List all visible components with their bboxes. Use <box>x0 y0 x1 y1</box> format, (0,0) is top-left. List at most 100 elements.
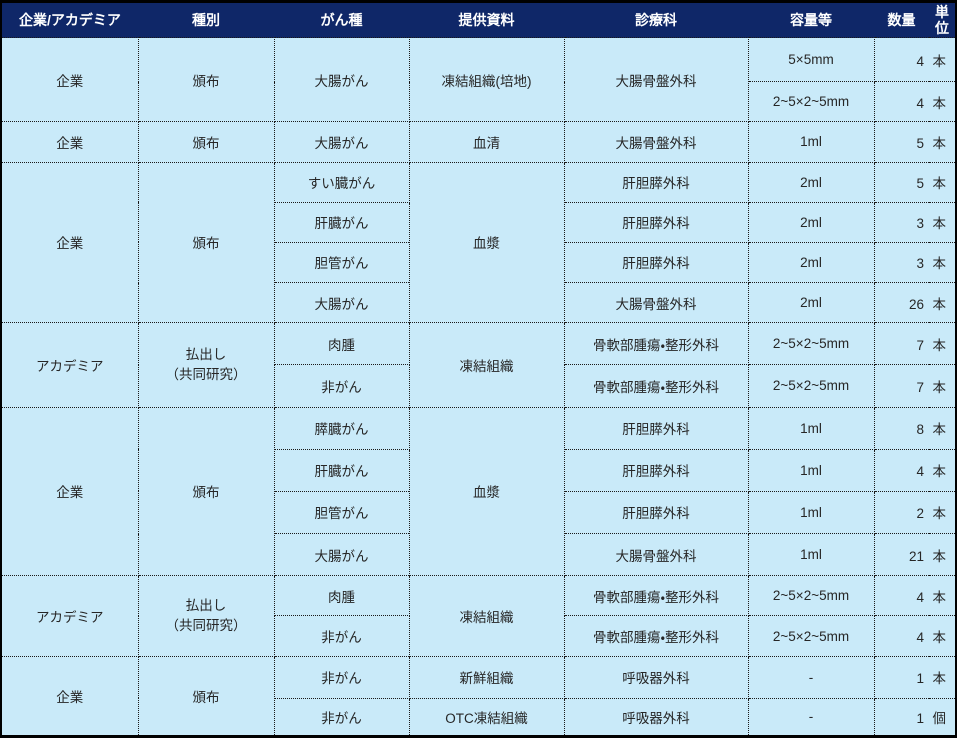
col-header-cancer: がん種 <box>274 1 409 38</box>
header-row: 企業/アカデミア 種別 がん種 提供資料 診療科 容量等 数量 単位 <box>1 1 956 38</box>
cell-department: 大腸骨盤外科 <box>563 36 749 123</box>
col-header-volume: 容量等 <box>748 1 874 38</box>
cell-quantity: 21 本 <box>873 533 957 577</box>
cell-department: 骨軟部腫瘍・整形外科 <box>563 615 749 657</box>
cell-type: 払出し （共同研究） <box>137 322 275 408</box>
cell-cancer-type: 非がん <box>273 697 410 738</box>
cell-org: アカデミア <box>0 575 139 657</box>
cell-department: 肝胆膵外科 <box>563 406 749 450</box>
cell-material: 新鮮組織 <box>408 655 565 699</box>
unit-label: 本 <box>932 506 947 522</box>
unit-label: 本 <box>932 337 947 353</box>
unit-label: 本 <box>932 589 947 605</box>
table-header: 企業/アカデミア 種別 がん種 提供資料 診療科 容量等 数量 単位 <box>1 1 956 38</box>
cell-material: 凍結組織 <box>408 575 565 657</box>
cell-org: 企業 <box>0 655 139 738</box>
cell-cancer-type: 胆管がん <box>273 490 410 535</box>
cell-material: 凍結組織(培地) <box>408 36 565 123</box>
unit-label: 本 <box>932 176 947 192</box>
unit-label: 本 <box>932 256 947 272</box>
cell-type: 頒布 <box>137 655 275 738</box>
cell-cancer-type: 肝臓がん <box>273 448 410 492</box>
quantity-value: 8 <box>916 422 924 438</box>
cell-volume: 2~5×2~5mm <box>747 81 875 123</box>
unit-label: 本 <box>932 630 947 645</box>
cell-org: 企業 <box>0 121 139 163</box>
cell-department: 呼吸器外科 <box>563 697 749 738</box>
cell-cancer-type: 大腸がん <box>273 282 410 324</box>
col-header-qty: 数量 <box>874 1 929 38</box>
cell-volume: 2~5×2~5mm <box>747 615 875 657</box>
quantity-value: 7 <box>916 379 924 395</box>
cell-cancer-type: 膵臓がん <box>273 406 410 450</box>
cell-department: 呼吸器外科 <box>563 655 749 699</box>
cell-cancer-type: 非がん <box>273 655 410 699</box>
cell-cancer-type: 胆管がん <box>273 241 410 284</box>
table-row: アカデミア 払出し （共同研究） 肉腫 凍結組織 骨軟部腫瘍・整形外科 2~5×… <box>0 575 957 657</box>
table-row: アカデミア 払出し （共同研究） 肉腫 凍結組織 骨軟部腫瘍・整形外科 2~5×… <box>0 322 957 408</box>
cell-volume: 1ml <box>747 121 875 163</box>
cell-department: 骨軟部腫瘍・整形外科 <box>563 575 749 617</box>
cell-volume: 2ml <box>747 201 875 243</box>
cell-volume: 1ml <box>747 448 875 492</box>
quantity-value: 26 <box>908 296 924 312</box>
quantity-value: 3 <box>916 256 924 272</box>
quantity-value: 4 <box>916 95 924 111</box>
unit-label: 本 <box>932 216 947 232</box>
cell-cancer-type: 肝臓がん <box>273 201 410 243</box>
cell-material: OTC凍結組織 <box>408 697 565 738</box>
quantity-value: 1 <box>916 710 924 726</box>
cell-material: 血漿 <box>408 161 565 324</box>
quantity-value: 3 <box>916 216 924 232</box>
cell-type: 頒布 <box>137 121 275 163</box>
cell-cancer-type: 肉腫 <box>273 322 410 366</box>
col-header-material: 提供資料 <box>409 1 564 38</box>
unit-label: 本 <box>932 95 947 111</box>
cell-cancer-type: 大腸がん <box>273 36 410 123</box>
cell-department: 肝胆膵外科 <box>563 448 749 492</box>
cell-volume: 5×5mm <box>747 36 875 83</box>
cell-volume: 2ml <box>747 282 875 324</box>
unit-label: 本 <box>932 296 947 312</box>
cell-department: 大腸骨盤外科 <box>563 533 749 577</box>
cell-department: 大腸骨盤外科 <box>563 282 749 324</box>
cell-type: 頒布 <box>137 161 275 324</box>
unit-label: 本 <box>932 135 947 151</box>
quantity-value: 4 <box>916 589 924 605</box>
cell-cancer-type: 非がん <box>273 615 410 657</box>
cell-volume: 2ml <box>747 161 875 203</box>
cell-volume: - <box>747 697 875 738</box>
quantity-value: 4 <box>916 630 924 645</box>
unit-label: 本 <box>932 379 947 395</box>
cell-volume: 1ml <box>747 406 875 450</box>
unit-label: 本 <box>932 548 947 564</box>
quantity-value: 5 <box>916 176 924 192</box>
cell-org: 企業 <box>0 36 139 123</box>
cell-department: 骨軟部腫瘍・整形外科 <box>563 364 749 408</box>
cell-volume: 1ml <box>747 533 875 577</box>
unit-label: 本 <box>932 464 947 480</box>
quantity-value: 21 <box>908 548 924 564</box>
quantity-value: 7 <box>916 337 924 353</box>
cell-org: アカデミア <box>0 322 139 408</box>
cell-volume: 2~5×2~5mm <box>747 322 875 366</box>
cell-type: 頒布 <box>137 406 275 577</box>
cell-material: 凍結組織 <box>408 322 565 408</box>
cell-volume: 2ml <box>747 241 875 284</box>
